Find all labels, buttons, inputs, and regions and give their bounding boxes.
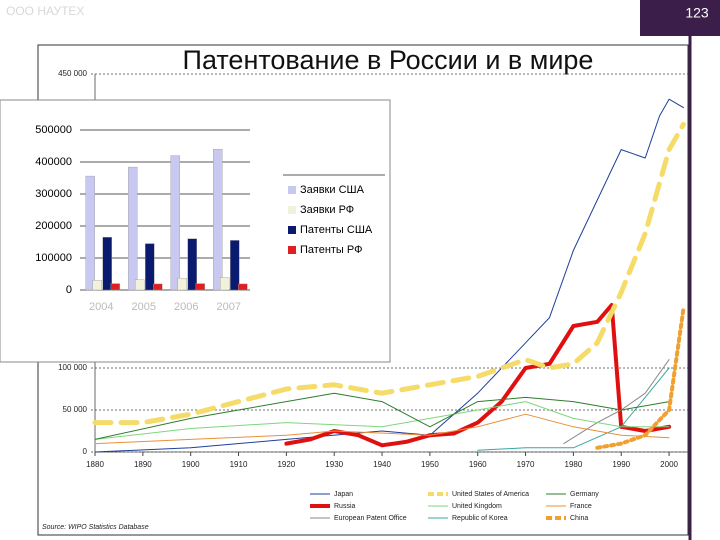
legend-label: France: [570, 503, 592, 510]
bar: [230, 240, 240, 291]
y-tick-label: 450 000: [58, 69, 87, 78]
series-line: [284, 303, 672, 448]
legend-swatch: [288, 246, 296, 254]
y-tick-label: 400000: [35, 156, 72, 168]
x-tick-label: 2004: [89, 301, 113, 313]
bar: [170, 155, 180, 291]
legend-label: European Patent Office: [334, 515, 407, 522]
y-tick-label: 200000: [35, 220, 72, 232]
x-tick-label: 2005: [132, 301, 156, 313]
x-tick-label: 2006: [174, 301, 198, 313]
series-line: [92, 121, 686, 426]
legend-label: United Kingdom: [452, 503, 502, 510]
bar: [135, 279, 145, 291]
legend-label: Germany: [570, 491, 599, 498]
legend-label: Патенты РФ: [300, 244, 362, 256]
x-tick-label: 1890: [134, 460, 152, 469]
legend-label: Заявки США: [300, 184, 365, 196]
bar: [85, 175, 95, 291]
y-tick-label: 300000: [35, 188, 72, 200]
bar: [145, 243, 155, 291]
bar: [177, 277, 187, 291]
y-tick-label: 0: [83, 447, 88, 456]
y-tick-label: 100 000: [58, 363, 87, 372]
legend-swatch: [288, 206, 296, 214]
company: ООО НАУТЕХ: [6, 4, 84, 18]
x-tick-label: 2000: [660, 460, 678, 469]
y-tick-label: 500000: [35, 124, 72, 136]
bar: [92, 280, 102, 291]
bar: [153, 283, 163, 291]
x-tick-label: 1880: [86, 460, 104, 469]
y-tick-label: 0: [66, 284, 72, 296]
bar: [128, 166, 138, 291]
legend-label: Republic of Korea: [452, 515, 508, 522]
legend-swatch: [288, 186, 296, 194]
bar: [220, 277, 230, 291]
legend-label: United States of America: [452, 491, 529, 498]
bar: [238, 283, 248, 291]
slide-title: Патентование в России и в мире: [183, 45, 594, 75]
x-tick-label: 1910: [230, 460, 248, 469]
legend-label: China: [570, 515, 588, 522]
bar: [195, 283, 205, 291]
legend-label: Заявки РФ: [300, 204, 354, 216]
legend-swatch: [288, 226, 296, 234]
x-tick-label: 1930: [325, 460, 343, 469]
x-tick-label: 1900: [182, 460, 200, 469]
bar: [110, 283, 120, 291]
series-line: [94, 392, 670, 440]
x-tick-label: 1920: [277, 460, 295, 469]
series-line: [94, 413, 670, 445]
legend-label: Japan: [334, 491, 353, 498]
bar: [213, 148, 223, 291]
page-number-box: [640, 0, 720, 36]
page-number: 123: [685, 5, 709, 21]
x-tick-label: 1970: [517, 460, 535, 469]
x-tick-label: 2007: [217, 301, 241, 313]
x-tick-label: 1950: [421, 460, 439, 469]
series-line: [595, 307, 686, 450]
inset-chart: 0 100000 200000 300000 400000 500000 2004 2005 2…: [0, 99, 391, 363]
y-tick-label: 100000: [35, 252, 72, 264]
x-tick-label: 1980: [565, 460, 583, 469]
x-tick-label: 1960: [469, 460, 487, 469]
inset-box: [0, 99, 391, 363]
legend-label: Патенты США: [300, 224, 373, 236]
y-tick-label: 50 000: [63, 405, 88, 414]
source-note: Source: WIPO Statistics Database: [42, 524, 149, 531]
x-tick-label: 1990: [612, 460, 630, 469]
legend-label: Russia: [334, 503, 356, 510]
bar: [102, 236, 112, 291]
x-tick-label: 1940: [373, 460, 391, 469]
bar: [187, 238, 197, 291]
